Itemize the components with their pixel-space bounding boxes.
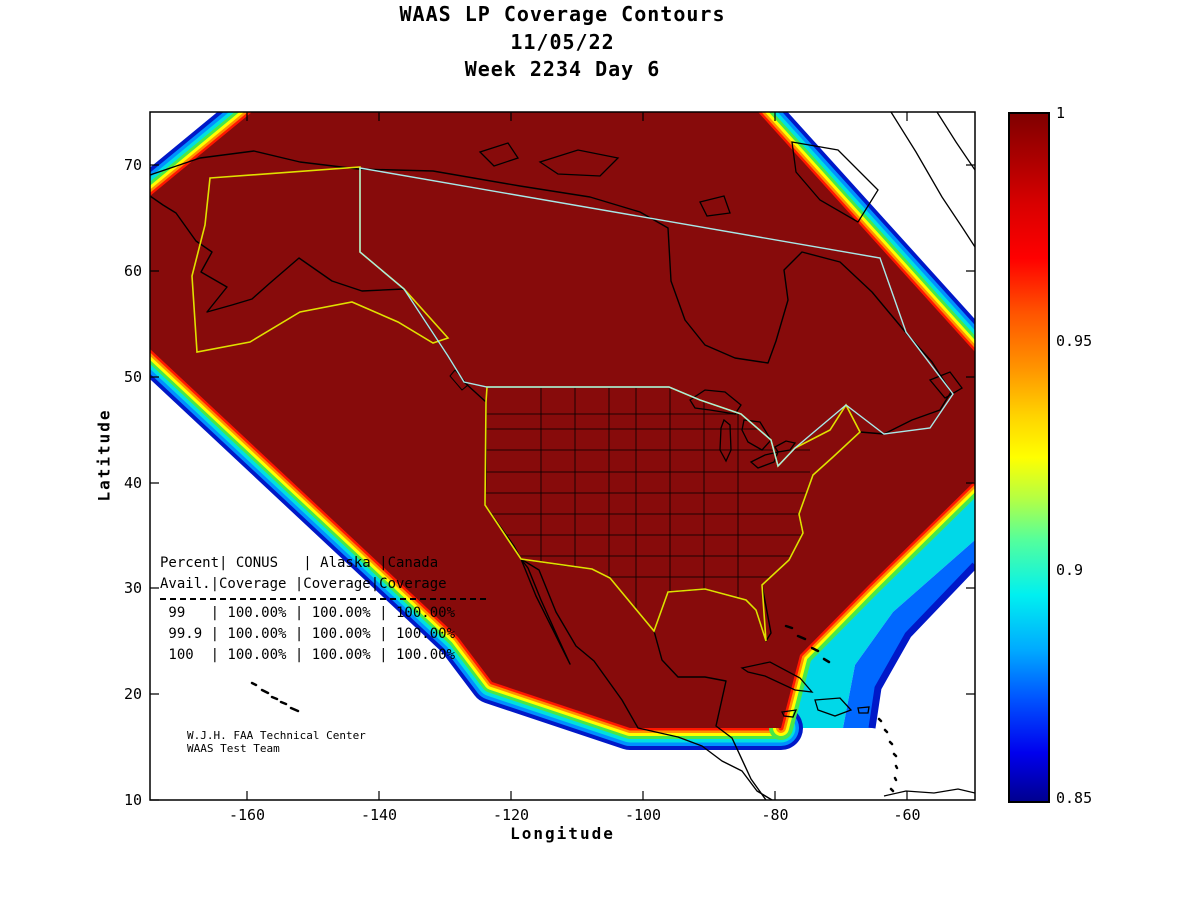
colorbar-tick-095: 0.95 (1056, 332, 1093, 350)
chart-week-day: Week 2234 Day 6 (464, 57, 661, 81)
ytick-60: 60 (123, 262, 142, 280)
credit-block: W.J.H. FAA Technical Center WAAS Test Te… (187, 729, 366, 755)
ytick-70: 70 (123, 156, 142, 174)
full-coverage-region (150, 112, 975, 728)
colorbar-tick-085: 0.85 (1056, 789, 1093, 807)
chart-title: WAAS LP Coverage Contours (399, 2, 726, 26)
xtick-m60: -60 (893, 806, 921, 824)
xtick-m100: -100 (624, 806, 662, 824)
colorbar-tick-1: 1 (1056, 104, 1066, 122)
state-borders (485, 387, 810, 640)
xtick-m160: -160 (228, 806, 266, 824)
chart-date: 11/05/22 (510, 30, 615, 54)
ytick-10: 10 (123, 791, 142, 809)
xtick-m140: -140 (360, 806, 398, 824)
ytick-20: 20 (123, 685, 142, 703)
arctic-islands (478, 112, 975, 399)
colorbar (1008, 112, 1050, 803)
table-divider (160, 598, 486, 600)
ytick-30: 30 (123, 579, 142, 597)
x-axis-label: Longitude (510, 824, 615, 843)
xtick-m120: -120 (492, 806, 530, 824)
credit-line-2: WAAS Test Team (187, 742, 280, 755)
y-axis-label: Latitude (94, 408, 114, 502)
plot-border (149, 111, 976, 801)
ytick-40: 40 (123, 474, 142, 492)
credit-line-1: W.J.H. FAA Technical Center (187, 729, 366, 742)
table-header-row-2: Avail.|Coverage |Coverage|Coverage (160, 576, 447, 592)
table-header-row-1: Percent| CONUS | Alaska |Canada (160, 555, 439, 571)
table-row-100: 100 | 100.00% | 100.00% | 100.00% (160, 647, 456, 663)
colorbar-tick-09: 0.9 (1056, 561, 1084, 579)
table-row-99: 99 | 100.00% | 100.00% | 100.00% (160, 605, 456, 621)
islands (250, 624, 975, 797)
table-row-99-9: 99.9 | 100.00% | 100.00% | 100.00% (160, 626, 456, 642)
coverage-stats-table: Percent| CONUS | Alaska |Canada Avail.|C… (160, 553, 486, 666)
ytick-50: 50 (123, 368, 142, 386)
canada-outline (359, 167, 954, 468)
xtick-m80: -80 (761, 806, 789, 824)
